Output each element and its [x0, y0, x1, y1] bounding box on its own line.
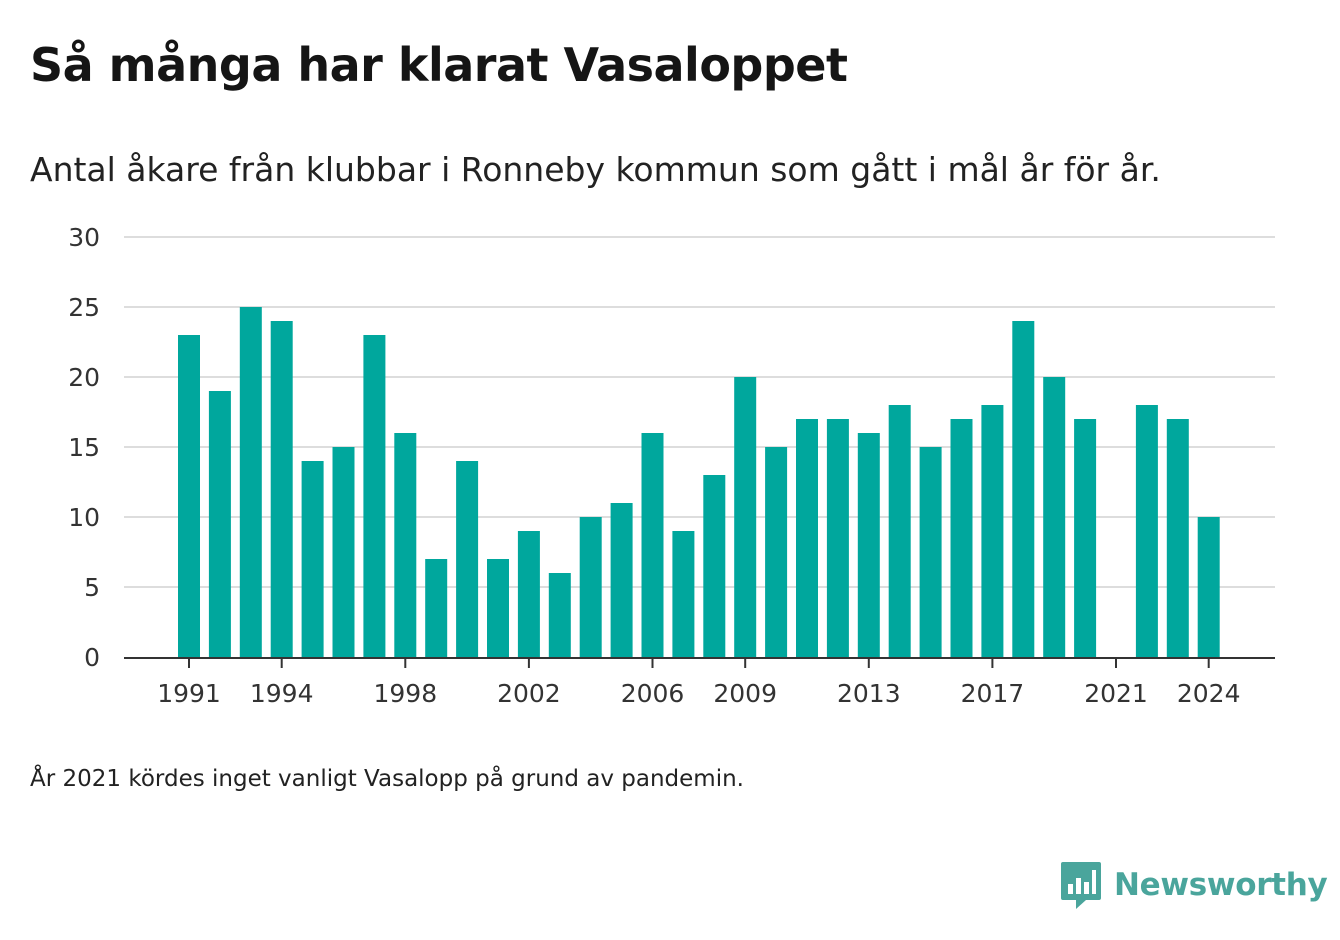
bar [857, 433, 880, 657]
y-tick-label: 10 [68, 503, 100, 532]
bar [1166, 419, 1189, 657]
x-tick-label: 2017 [961, 679, 1025, 708]
x-tick-label: 1998 [373, 679, 437, 708]
brand[interactable]: Newsworthy [1060, 860, 1328, 910]
x-axis-ticks: 1991 1994 1998 2002 2006 2009 2013 2017 2021 2024 [157, 658, 1241, 708]
bar [363, 335, 386, 657]
bar [641, 433, 664, 657]
y-tick-label: 15 [68, 433, 100, 462]
bar [765, 447, 788, 657]
bar [517, 531, 540, 657]
bar [208, 391, 231, 657]
bar [734, 377, 757, 657]
y-tick-label: 25 [68, 293, 100, 322]
x-tick-label: 2009 [713, 679, 777, 708]
x-tick-label: 2002 [497, 679, 561, 708]
bars [178, 307, 1220, 657]
y-tick-label: 0 [84, 643, 100, 672]
bar [579, 517, 602, 657]
bar [301, 461, 324, 657]
x-tick-label: 2021 [1084, 679, 1148, 708]
x-tick-label: 1991 [157, 679, 221, 708]
bar [548, 573, 571, 657]
bar [394, 433, 417, 657]
bar [826, 419, 849, 657]
bar [610, 503, 633, 657]
bar [332, 447, 355, 657]
x-tick-label: 2013 [837, 679, 901, 708]
bar [487, 559, 509, 657]
grid-lines [124, 236, 1275, 588]
chart-title: Så många har klarat Vasaloppet [30, 38, 848, 92]
bar [1197, 517, 1220, 657]
bar [1074, 419, 1097, 657]
x-tick-label: 1994 [250, 679, 314, 708]
newsworthy-logo-icon [1061, 862, 1101, 909]
bar [456, 461, 479, 657]
bar [1135, 405, 1158, 657]
bar [950, 419, 973, 657]
bar [796, 419, 818, 657]
x-tick-label: 2024 [1177, 679, 1241, 708]
chart-subtitle: Antal åkare från klubbar i Ronneby kommu… [30, 150, 1161, 189]
bar [919, 447, 942, 657]
y-tick-label: 20 [68, 363, 100, 392]
bar [425, 559, 448, 657]
bar [239, 307, 262, 657]
bar [672, 531, 695, 657]
chart-note: År 2021 kördes inget vanligt Vasalopp på… [30, 766, 744, 792]
bar [888, 405, 911, 657]
y-tick-label: 30 [68, 223, 100, 252]
bar-chart: 0 5 10 15 20 25 30 1991 1994 1998 2002 2006 2009 201… [68, 223, 1275, 708]
brand-name: Newsworthy [1114, 867, 1328, 903]
bar [178, 335, 200, 657]
x-tick-label: 2006 [621, 679, 685, 708]
bar [1012, 321, 1035, 657]
y-axis-ticks: 0 5 10 15 20 25 30 [68, 223, 100, 672]
y-tick-label: 5 [84, 573, 100, 602]
bar [1043, 377, 1066, 657]
bar [270, 321, 293, 657]
bar [703, 475, 726, 657]
bar [981, 405, 1004, 657]
